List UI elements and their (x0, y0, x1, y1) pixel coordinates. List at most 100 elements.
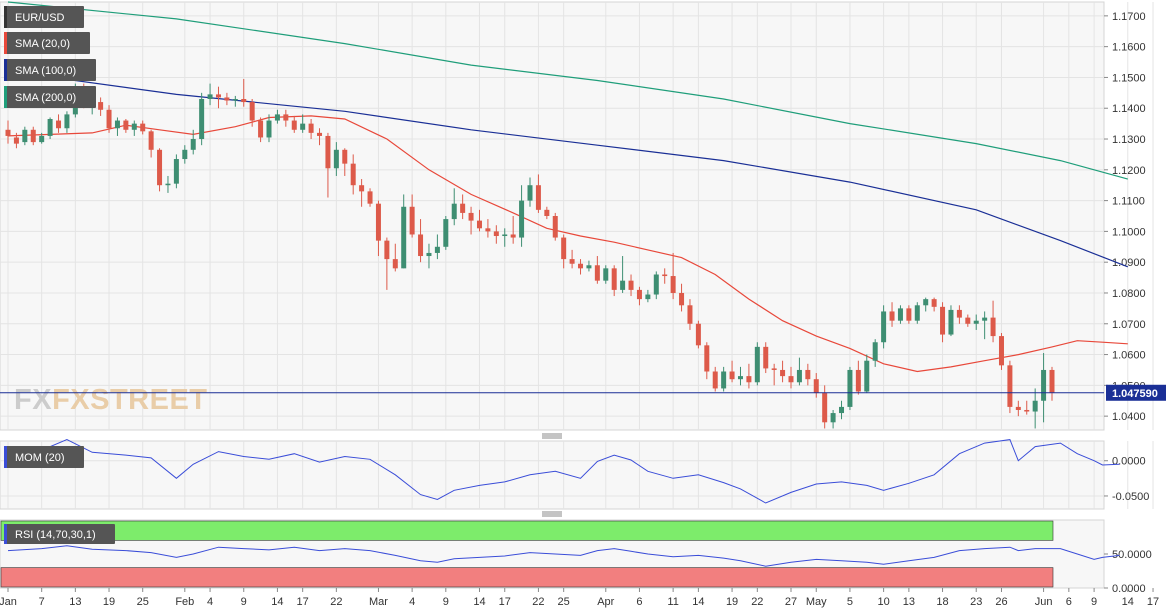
x-tick-label: 10 (877, 596, 889, 608)
candle (830, 409, 836, 429)
candle-body (561, 237, 567, 260)
candle-body (224, 97, 230, 101)
candle (510, 216, 516, 244)
x-tick-label: 13 (903, 596, 915, 608)
x-tick-label: 9 (241, 596, 247, 608)
candle-body (973, 320, 979, 324)
main-y-tick-label: 1.1600 (1112, 42, 1146, 54)
legend-mom[interactable]: MOM (20) (4, 446, 84, 468)
candle (106, 105, 112, 133)
candle-body (30, 129, 36, 143)
candle-body (22, 129, 28, 143)
candle-body (258, 120, 264, 138)
main-y-tick-label: 1.1200 (1112, 165, 1146, 177)
candle (1007, 360, 1013, 414)
candle-body (889, 311, 895, 321)
candle (39, 132, 45, 144)
candle-body (1032, 400, 1038, 412)
candle (645, 289, 651, 303)
candle (333, 142, 339, 176)
candle-body (409, 206, 415, 235)
x-tick-label: 17 (499, 596, 511, 608)
candle-body (375, 203, 381, 241)
candle (140, 120, 146, 135)
candle (173, 154, 179, 189)
candle-body (897, 308, 903, 321)
candle-body (199, 98, 205, 140)
candle-body (763, 346, 769, 369)
candle (190, 129, 196, 155)
panel-resize-handle-1[interactable] (542, 433, 562, 439)
candle (729, 360, 735, 383)
candle-body (1024, 409, 1030, 412)
candle (687, 299, 693, 330)
legend-rsi[interactable]: RSI (14,70,30,1) (4, 524, 115, 544)
candle-body (485, 228, 491, 232)
candle-body (670, 276, 676, 293)
candle-body (98, 102, 104, 110)
x-tick-label: May (806, 596, 827, 608)
candle-body (64, 114, 70, 129)
rsi-line (7, 545, 1120, 567)
mom-panel-background (0, 440, 1105, 510)
candle-body (982, 317, 988, 321)
candle-body (266, 120, 272, 138)
candle-body (956, 309, 962, 318)
candle (998, 333, 1004, 370)
candle (359, 179, 365, 207)
candle-body (157, 149, 163, 186)
legend-sma-200[interactable]: SMA (200,0) (4, 86, 96, 108)
fxstreet-watermark: FXFXSTREET (14, 384, 208, 416)
candle (418, 219, 424, 263)
candle-body (510, 234, 516, 238)
candle-body (519, 200, 525, 238)
candle (215, 86, 221, 109)
candle-body (712, 371, 718, 389)
legend-label-sma-200: SMA (200,0) (15, 92, 76, 104)
x-tick-label: 4 (207, 596, 213, 608)
panel-resize-handle-2[interactable] (542, 511, 562, 517)
candle (30, 126, 36, 146)
candle-body (805, 369, 811, 380)
candle (813, 373, 819, 398)
candle-body (948, 309, 954, 335)
candle-body (493, 231, 499, 237)
legend-sma-20[interactable]: SMA (20,0) (4, 32, 90, 54)
candle-body (460, 203, 466, 213)
candle (780, 360, 786, 383)
candle (5, 120, 11, 144)
main-y-tick-label: 1.0400 (1112, 411, 1146, 423)
x-tick-label: 13 (69, 596, 81, 608)
legend-sma-100[interactable]: SMA (100,0) (4, 59, 96, 81)
candle (502, 228, 508, 247)
candle (914, 302, 920, 324)
candle (805, 363, 811, 386)
legend-eurusd[interactable]: EUR/USD (4, 6, 84, 28)
candle-body (881, 311, 887, 343)
candle-body (350, 163, 356, 186)
candle (636, 286, 642, 306)
candle (232, 95, 238, 107)
candle (561, 234, 567, 269)
candle-body (140, 123, 146, 132)
candle (931, 297, 937, 312)
candle (796, 357, 802, 386)
x-tick-label: 7 (39, 596, 45, 608)
rsi-overbought-zone (0, 520, 1054, 541)
main-y-tick-label: 1.1400 (1112, 103, 1146, 115)
candle (426, 243, 432, 269)
candle (628, 274, 634, 297)
candle-body (721, 371, 727, 389)
candle (47, 117, 53, 140)
candle (679, 283, 685, 312)
candle-body (300, 123, 306, 130)
candle-body (13, 137, 19, 144)
candle-body (552, 216, 558, 238)
candle (1041, 353, 1047, 423)
x-tick-label: 19 (103, 596, 115, 608)
candle (670, 252, 676, 300)
candle (1015, 400, 1021, 417)
x-tick-label: 17 (1147, 596, 1159, 608)
candle-body (249, 102, 255, 121)
